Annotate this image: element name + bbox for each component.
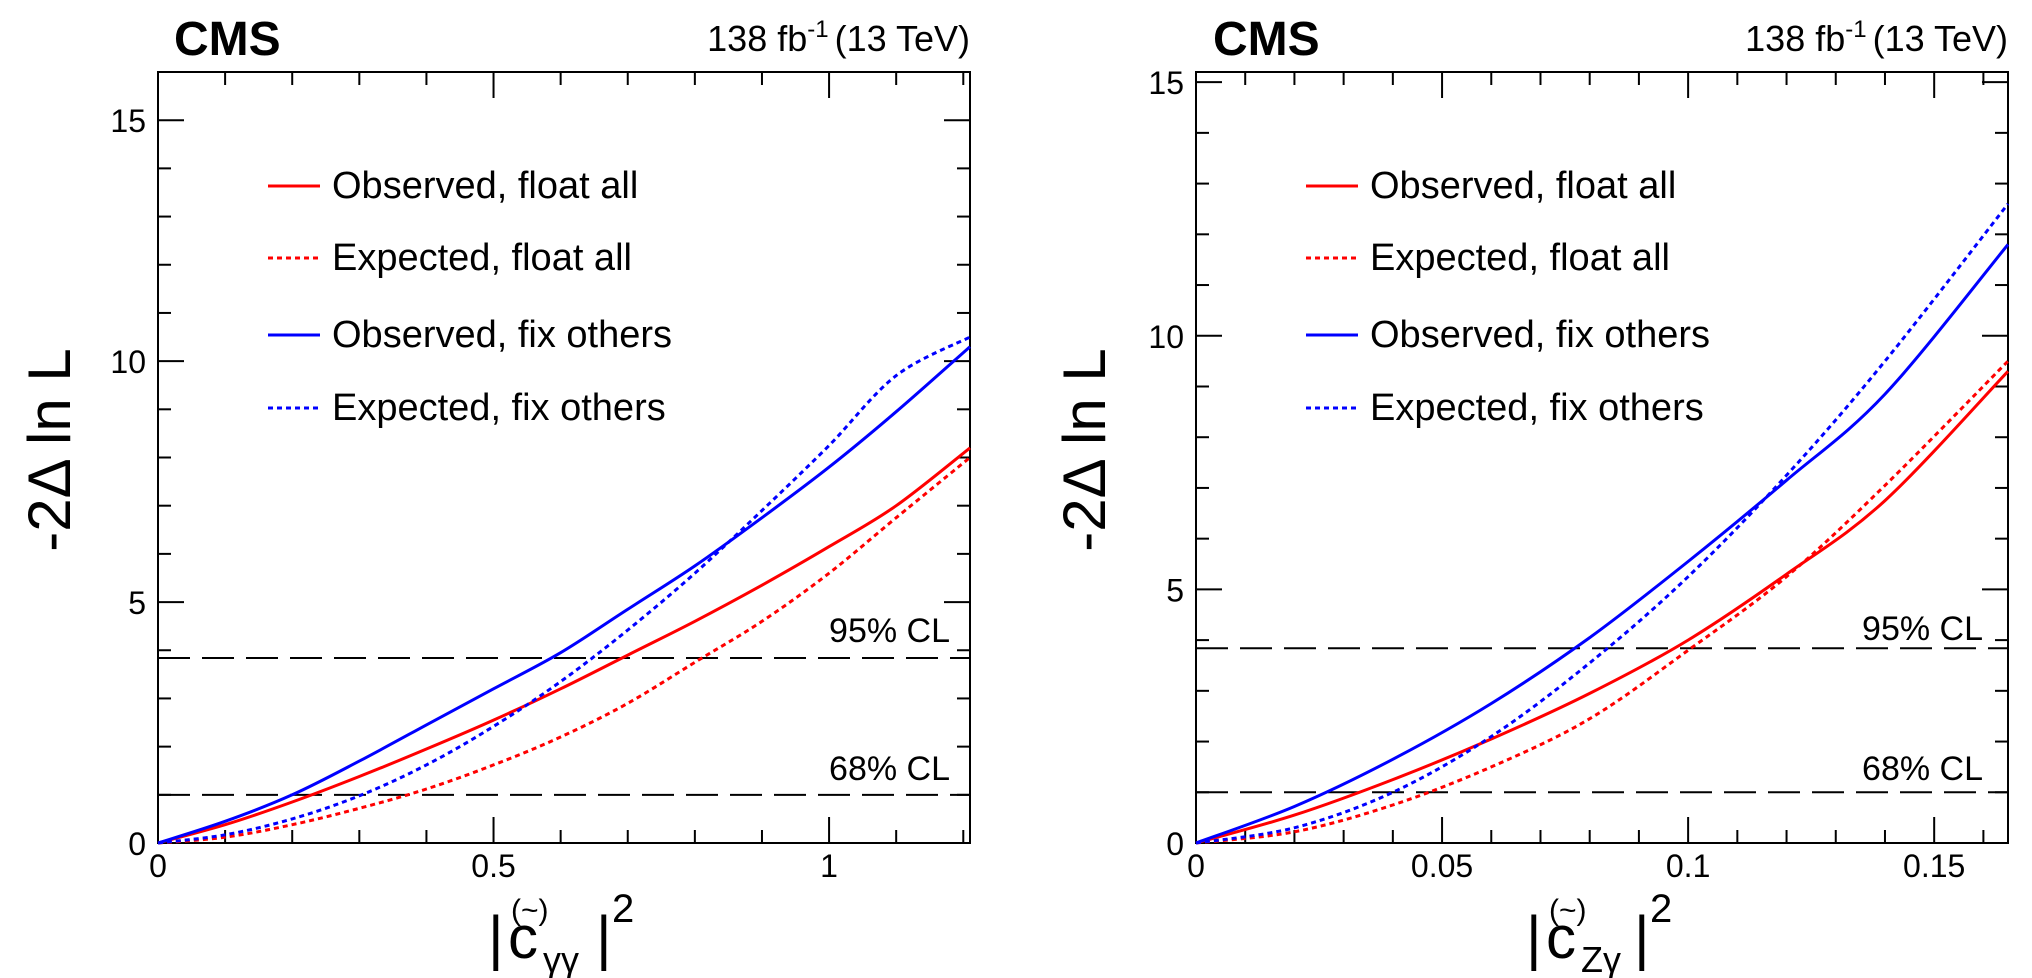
svg-text:|: |	[1634, 904, 1650, 971]
y-tick-label: 5	[1166, 572, 1184, 608]
x-axis-label: | c (~) Zγ | 2	[1526, 887, 1672, 978]
experiment-label: CMS	[1213, 13, 1320, 66]
series-line	[1195, 370, 2010, 845]
svg-text:Expected, float all: Expected, float all	[1370, 237, 1670, 279]
series-line	[157, 456, 971, 845]
y-tick-label: 15	[1148, 65, 1184, 101]
series-line	[1195, 202, 2010, 845]
x-tick-label: 0.05	[1411, 848, 1473, 884]
series-line	[157, 345, 971, 845]
experiment-label: CMS	[174, 13, 281, 66]
cl68-label: 68% CL	[829, 750, 950, 788]
plot-area-left: 0 5 10 15 0 0.5 1	[110, 71, 971, 884]
legend-entry: Observed, float all	[268, 165, 638, 207]
y-tick-label: 15	[110, 103, 146, 139]
x-tick-label: 0	[1187, 848, 1205, 884]
svg-text:Zγ: Zγ	[1581, 939, 1621, 978]
legend-entry: Expected, fix others	[268, 387, 666, 429]
svg-text:(~): (~)	[1549, 894, 1587, 927]
svg-text:Observed, fix others: Observed, fix others	[1370, 314, 1710, 356]
svg-text:2: 2	[1650, 887, 1672, 931]
svg-text:|: |	[596, 904, 612, 971]
svg-text:Expected, fix others: Expected, fix others	[1370, 387, 1704, 429]
svg-text:Observed, float all: Observed, float all	[1370, 165, 1676, 207]
svg-text:c: c	[508, 904, 538, 971]
y-axis-label: -2Δ ln L	[1051, 348, 1118, 552]
cl95-label: 95% CL	[829, 612, 950, 650]
svg-text:(~): (~)	[511, 894, 549, 927]
x-tick-label: 0	[149, 848, 167, 884]
panel-right: CMS 138 fb-1 (13 TeV) -2Δ ln L | c (~) Zγ…	[1051, 13, 2010, 978]
svg-text:Expected, fix others: Expected, fix others	[332, 387, 666, 429]
series-line	[157, 335, 971, 845]
panel-left: CMS 138 fb-1 (13 TeV) -2Δ ln L | c (~) γγ…	[16, 13, 971, 978]
legend-entry: Expected, fix others	[1306, 387, 1704, 429]
y-tick-label: 10	[1148, 319, 1184, 355]
legend-entry: Observed, float all	[1306, 165, 1676, 207]
svg-text:c: c	[1546, 904, 1576, 971]
series-line	[1195, 360, 2010, 845]
lumi-label: 138 fb-1 (13 TeV)	[707, 16, 970, 59]
y-tick-label: 0	[128, 826, 146, 862]
lumi-label: 138 fb-1 (13 TeV)	[1745, 16, 2008, 59]
svg-text:Observed, float all: Observed, float all	[332, 165, 638, 207]
series-line	[1195, 243, 2010, 845]
series-line	[157, 446, 971, 845]
svg-text:|: |	[1526, 904, 1542, 971]
plot-frame	[1195, 71, 2009, 844]
cl68-label: 68% CL	[1862, 750, 1983, 788]
svg-text:Observed, fix others: Observed, fix others	[332, 314, 672, 356]
y-tick-label: 0	[1166, 826, 1184, 862]
x-tick-label: 0.1	[1666, 848, 1710, 884]
legend: Observed, float all Expected, float all …	[268, 165, 672, 429]
y-tick-label: 5	[128, 585, 146, 621]
svg-text:2: 2	[612, 887, 634, 931]
y-tick-label: 10	[110, 344, 146, 380]
legend-entry: Expected, float all	[268, 237, 632, 279]
legend-entry: Observed, fix others	[268, 314, 672, 356]
y-axis-label: -2Δ ln L	[16, 348, 83, 552]
x-axis-label: | c (~) γγ | 2	[488, 887, 634, 978]
x-tick-label: 0.15	[1903, 848, 1965, 884]
plot-area-right: 0 5 10 15 0 0.05 0.1 0.15	[1148, 65, 2010, 884]
legend-entry: Expected, float all	[1306, 237, 1670, 279]
legend: Observed, float all Expected, float all …	[1306, 165, 1710, 429]
svg-text:Expected, float all: Expected, float all	[332, 237, 632, 279]
legend-entry: Observed, fix others	[1306, 314, 1710, 356]
svg-text:γγ: γγ	[543, 939, 579, 978]
cl95-label: 95% CL	[1862, 610, 1983, 648]
x-tick-label: 0.5	[471, 848, 515, 884]
svg-text:|: |	[488, 904, 504, 971]
x-tick-label: 1	[820, 848, 838, 884]
